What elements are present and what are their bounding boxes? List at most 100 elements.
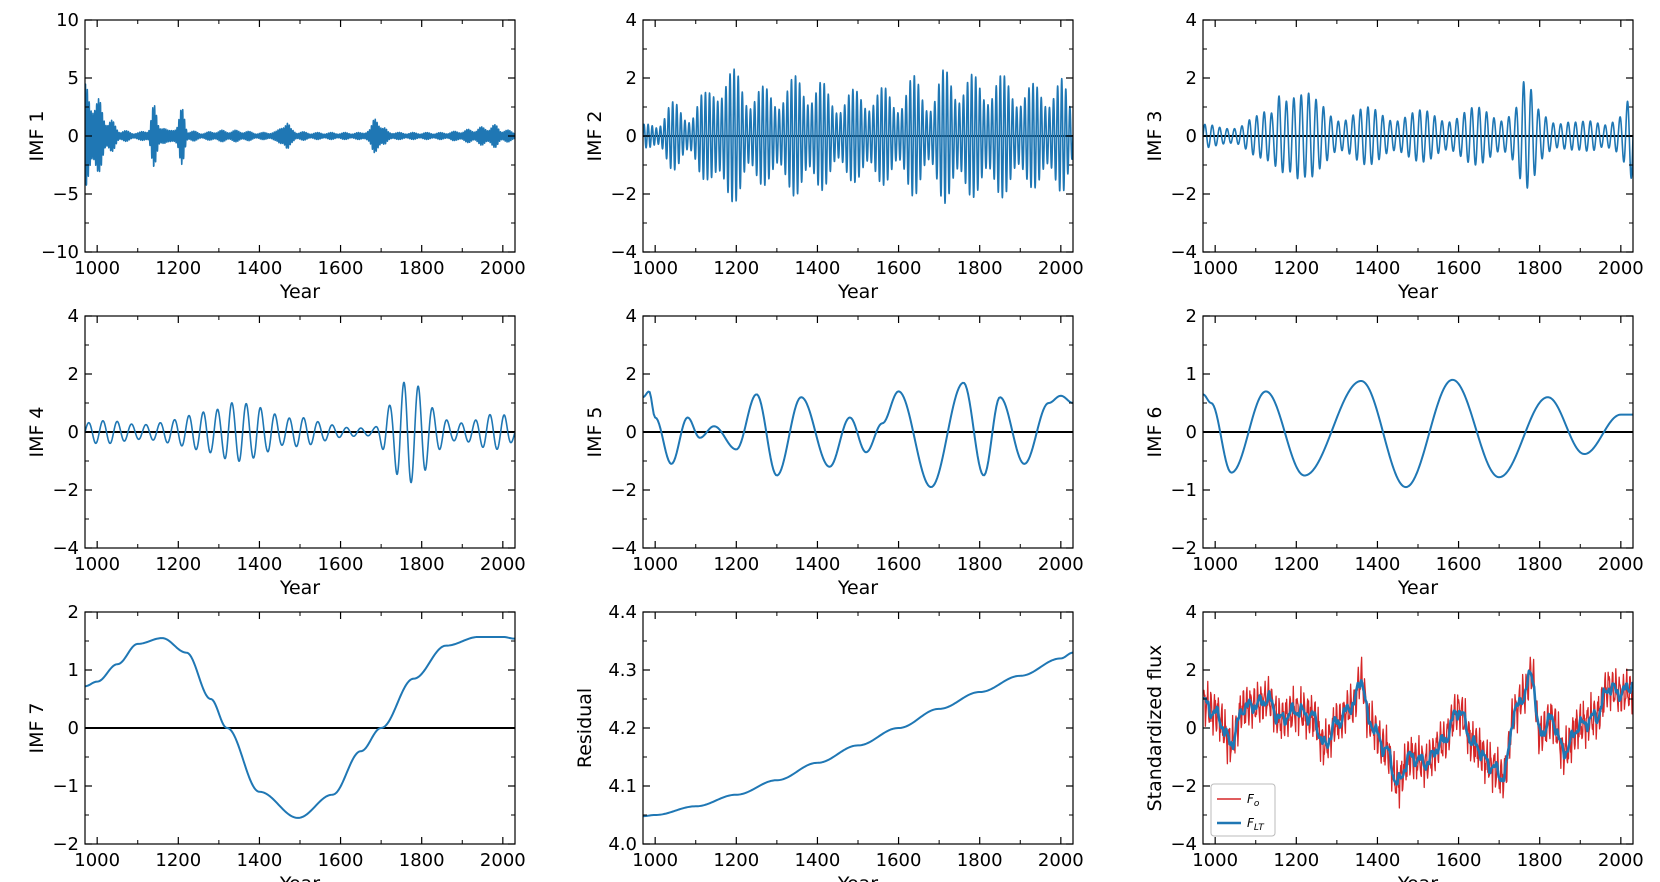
x-tick-label: 1400	[237, 258, 283, 279]
y-tick-label: 1	[68, 660, 79, 681]
y-tick-label: 4	[68, 306, 79, 327]
x-tick-label: 1400	[795, 258, 841, 279]
x-tick-label: 1200	[155, 850, 201, 871]
x-tick-label: 1800	[957, 554, 1003, 575]
x-axis-label: Year	[279, 577, 320, 599]
y-axis-label: Residual	[574, 688, 596, 768]
panel-imf7: 1000 1200 1400 1600 1800 2000 −2 −1 0 1 2 Year IMF 7	[26, 602, 526, 882]
y-tick-label: 4	[626, 306, 637, 327]
y-axis-label: IMF 5	[584, 406, 606, 457]
y-tick-label: 2	[68, 602, 79, 623]
legend-label-sub: LT	[1254, 823, 1265, 833]
y-tick-label: 4	[1186, 10, 1197, 31]
x-tick-label: 1400	[1355, 554, 1401, 575]
y-tick-label: 0	[1186, 422, 1197, 443]
x-tick-label: 2000	[480, 554, 526, 575]
series-line-imf-2	[643, 68, 1073, 205]
x-tick-label: 1400	[795, 554, 841, 575]
y-axis-label: IMF 3	[1144, 110, 1166, 161]
y-tick-label: 0	[68, 422, 79, 443]
x-tick-label: 2000	[1038, 850, 1084, 871]
y-tick-label: 1	[1186, 364, 1197, 385]
x-tick-label: 1800	[1517, 258, 1563, 279]
x-tick-label: 1600	[318, 258, 364, 279]
series-line-imf-3	[1203, 81, 1633, 189]
y-axis-label: IMF 1	[26, 110, 48, 161]
x-tick-label: 1000	[1192, 554, 1238, 575]
y-tick-label: 2	[1186, 660, 1197, 681]
x-tick-label: 1800	[399, 850, 445, 871]
x-tick-label: 2000	[1038, 258, 1084, 279]
y-tick-label: −4	[610, 242, 637, 263]
x-tick-label: 1800	[1517, 850, 1563, 871]
y-tick-label: 2	[1186, 306, 1197, 327]
legend-label-main: F	[1247, 792, 1255, 806]
x-tick-label: 1400	[795, 850, 841, 871]
y-tick-label: 0	[68, 718, 79, 739]
x-axis-label: Year	[837, 577, 878, 599]
y-tick-label: −2	[610, 184, 637, 205]
x-tick-label: 1000	[74, 258, 120, 279]
x-tick-label: 1400	[237, 554, 283, 575]
y-tick-label: −4	[1170, 242, 1197, 263]
legend-label-sub: o	[1254, 799, 1260, 809]
panel-imf2: 1000 1200 1400 1600 1800 2000 −4 −2 0 2 4 Year IMF 2	[584, 10, 1084, 303]
x-tick-label: 2000	[1598, 554, 1644, 575]
y-tick-label: −4	[52, 538, 79, 559]
y-tick-label: −1	[1170, 480, 1197, 501]
x-tick-label: 1600	[876, 850, 922, 871]
x-tick-label: 1800	[399, 554, 445, 575]
x-tick-label: 1600	[1436, 850, 1482, 871]
x-tick-label: 1600	[318, 850, 364, 871]
y-tick-label: −10	[41, 242, 79, 263]
series-line-imf-7	[85, 635, 515, 819]
y-tick-label: 0	[626, 126, 637, 147]
y-axis-label: IMF 6	[1144, 406, 1166, 457]
panel-imf4: 1000 1200 1400 1600 1800 2000 −4 −2 0 2 4 Year IMF 4	[26, 306, 526, 599]
x-axis-label: Year	[279, 281, 320, 303]
x-tick-label: 1000	[632, 258, 678, 279]
y-tick-label: 4.0	[608, 834, 637, 855]
plot-frame	[642, 611, 1074, 845]
y-tick-label: −2	[52, 834, 79, 855]
x-tick-label: 1000	[632, 850, 678, 871]
x-tick-label: 1600	[1436, 554, 1482, 575]
y-tick-label: 0	[1186, 718, 1197, 739]
y-tick-label: 2	[626, 364, 637, 385]
y-tick-label: 2	[1186, 68, 1197, 89]
x-tick-label: 1200	[1273, 554, 1319, 575]
x-tick-label: 2000	[1598, 850, 1644, 871]
x-tick-label: 1600	[318, 554, 364, 575]
series-line-fo	[1203, 656, 1633, 809]
legend-label-main: F	[1247, 816, 1255, 830]
x-tick-label: 1000	[74, 850, 120, 871]
y-tick-label: 4.2	[608, 718, 637, 739]
y-axis-label: IMF 2	[584, 110, 606, 161]
x-tick-label: 1200	[1273, 850, 1319, 871]
y-tick-label: 5	[68, 68, 79, 89]
panel-imf1: 1000 1200 1400 1600 1800 2000 −10 −5 0 5 10 Year IMF…	[26, 10, 526, 303]
panel-imf5: 1000 1200 1400 1600 1800 2000 −4 −2 0 2 4 Year IMF 5	[584, 306, 1084, 599]
x-tick-label: 1600	[876, 554, 922, 575]
x-axis-label: Year	[1397, 281, 1438, 303]
y-tick-label: −4	[1170, 834, 1197, 855]
x-tick-label: 1800	[957, 850, 1003, 871]
series-line-imf-1	[85, 83, 515, 186]
x-tick-label: 1200	[713, 554, 759, 575]
x-tick-label: 1200	[1273, 258, 1319, 279]
y-tick-label: 0	[626, 422, 637, 443]
x-tick-label: 2000	[1038, 554, 1084, 575]
y-axis-label: IMF 7	[26, 702, 48, 753]
y-tick-label: −2	[1170, 184, 1197, 205]
y-tick-label: −2	[1170, 776, 1197, 797]
x-tick-label: 1800	[399, 258, 445, 279]
x-axis-label: Year	[1397, 873, 1438, 882]
y-tick-label: 0	[1186, 126, 1197, 147]
x-tick-label: 1200	[155, 554, 201, 575]
y-tick-label: 2	[68, 364, 79, 385]
x-tick-label: 1600	[876, 258, 922, 279]
x-tick-label: 1400	[1355, 258, 1401, 279]
x-tick-label: 1000	[1192, 258, 1238, 279]
legend-label-flt: FLT	[1247, 816, 1265, 833]
